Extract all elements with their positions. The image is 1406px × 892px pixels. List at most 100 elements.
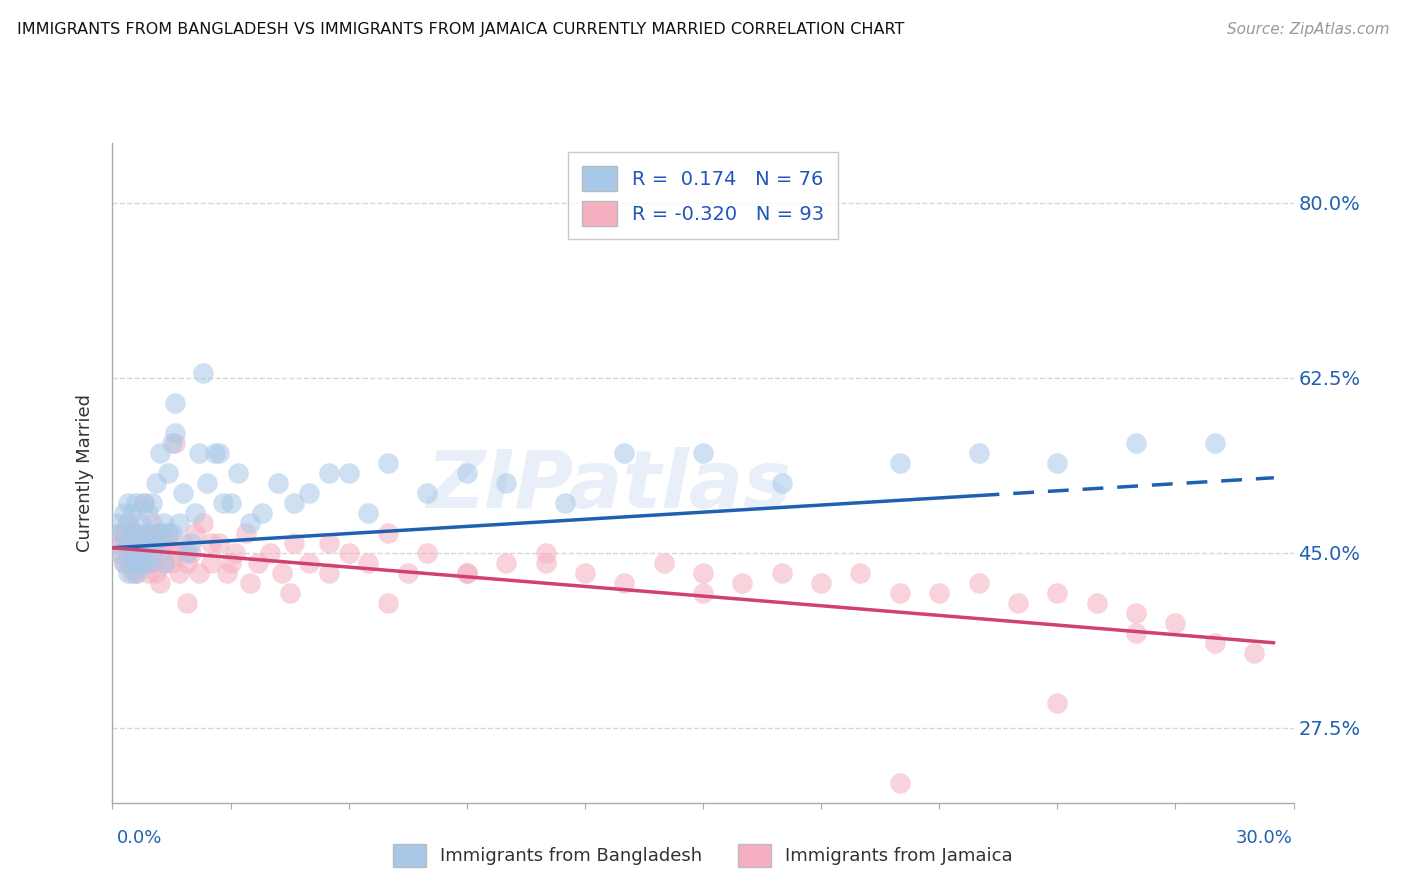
Point xyxy=(1046,456,1069,470)
Point xyxy=(228,466,250,480)
Point xyxy=(172,485,194,500)
Point xyxy=(318,466,340,480)
Point xyxy=(110,525,132,540)
Point xyxy=(1046,696,1069,710)
Point xyxy=(112,525,135,540)
Point xyxy=(152,556,174,570)
Point xyxy=(283,496,305,510)
Point xyxy=(270,566,292,580)
Point xyxy=(357,506,380,520)
Point xyxy=(495,475,517,490)
Point xyxy=(129,535,152,549)
Point xyxy=(889,776,911,790)
Point xyxy=(152,535,174,549)
Point xyxy=(121,546,143,560)
Point xyxy=(219,556,242,570)
Point xyxy=(456,566,478,580)
Point xyxy=(208,446,231,460)
Point xyxy=(208,535,231,549)
Point xyxy=(337,546,360,560)
Point xyxy=(160,525,183,540)
Point xyxy=(200,535,222,549)
Point xyxy=(416,546,439,560)
Point xyxy=(136,506,159,520)
Point xyxy=(132,535,155,549)
Point xyxy=(1243,646,1265,660)
Point xyxy=(149,446,172,460)
Point xyxy=(416,485,439,500)
Point xyxy=(495,556,517,570)
Point xyxy=(195,475,218,490)
Point xyxy=(889,456,911,470)
Point xyxy=(1125,606,1147,620)
Point xyxy=(112,506,135,520)
Text: ZIPatlas: ZIPatlas xyxy=(426,447,792,525)
Point xyxy=(810,575,832,590)
Point xyxy=(141,556,163,570)
Point xyxy=(298,556,321,570)
Point xyxy=(204,446,226,460)
Text: 0.0%: 0.0% xyxy=(117,829,162,847)
Point xyxy=(145,566,167,580)
Point xyxy=(165,425,187,440)
Point xyxy=(117,516,139,530)
Point xyxy=(121,525,143,540)
Point xyxy=(136,556,159,570)
Point xyxy=(652,556,675,570)
Y-axis label: Currently Married: Currently Married xyxy=(76,393,94,552)
Point xyxy=(136,525,159,540)
Point xyxy=(967,575,990,590)
Point xyxy=(110,525,132,540)
Point xyxy=(613,575,636,590)
Point xyxy=(396,566,419,580)
Point xyxy=(239,516,262,530)
Point xyxy=(169,566,191,580)
Point xyxy=(211,496,233,510)
Point xyxy=(191,366,214,380)
Point xyxy=(318,566,340,580)
Point xyxy=(152,556,174,570)
Point xyxy=(165,435,187,450)
Point xyxy=(125,546,148,560)
Point xyxy=(145,535,167,549)
Point xyxy=(132,535,155,549)
Point xyxy=(145,535,167,549)
Point xyxy=(165,546,187,560)
Point xyxy=(928,586,950,600)
Point xyxy=(121,506,143,520)
Point xyxy=(117,566,139,580)
Point xyxy=(613,446,636,460)
Point xyxy=(1204,435,1226,450)
Point xyxy=(121,535,143,549)
Point xyxy=(1046,586,1069,600)
Point xyxy=(156,525,179,540)
Point xyxy=(849,566,872,580)
Point xyxy=(129,556,152,570)
Point xyxy=(456,466,478,480)
Point xyxy=(239,575,262,590)
Point xyxy=(152,516,174,530)
Point xyxy=(149,575,172,590)
Text: 30.0%: 30.0% xyxy=(1236,829,1292,847)
Point xyxy=(132,496,155,510)
Point xyxy=(176,596,198,610)
Point xyxy=(267,475,290,490)
Point xyxy=(283,535,305,549)
Point xyxy=(235,525,257,540)
Point xyxy=(180,535,202,549)
Point xyxy=(125,525,148,540)
Point xyxy=(574,566,596,580)
Point xyxy=(125,556,148,570)
Point xyxy=(770,566,793,580)
Point xyxy=(149,525,172,540)
Point xyxy=(117,516,139,530)
Point xyxy=(165,396,187,410)
Point xyxy=(132,496,155,510)
Point xyxy=(967,446,990,460)
Point xyxy=(191,516,214,530)
Point xyxy=(141,496,163,510)
Point xyxy=(136,566,159,580)
Point xyxy=(141,535,163,549)
Point xyxy=(112,535,135,549)
Point xyxy=(117,556,139,570)
